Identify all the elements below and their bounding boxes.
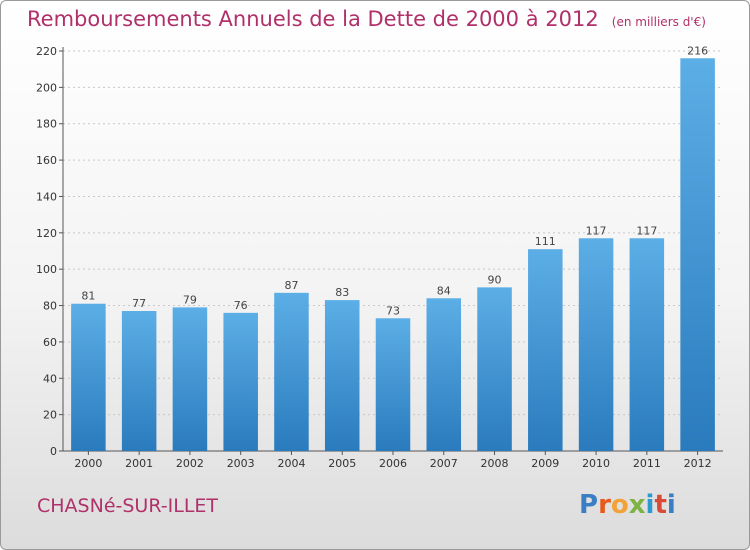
y-tick-label: 40 [43, 372, 57, 385]
logo-letter: i [645, 490, 655, 520]
data-label: 87 [284, 279, 298, 292]
x-tick-label: 2001 [125, 457, 153, 470]
x-tick-label: 2004 [277, 457, 305, 470]
title-main: Remboursements Annuels de la Dette de 20… [27, 7, 599, 31]
y-tick-label: 200 [36, 81, 57, 94]
logo-letter: o [610, 490, 629, 520]
data-label: 76 [234, 299, 248, 312]
x-tick-label: 2009 [531, 457, 559, 470]
x-tick-label: 2003 [227, 457, 255, 470]
data-label: 117 [586, 224, 607, 237]
y-tick-label: 60 [43, 336, 57, 349]
proxiti-logo: Proxiti [579, 490, 676, 520]
bar [528, 249, 563, 451]
logo-letter: r [598, 490, 611, 520]
bar [121, 311, 157, 451]
bar [426, 298, 462, 451]
data-label: 77 [132, 297, 146, 310]
y-tick-label: 180 [36, 118, 57, 131]
bar [375, 318, 411, 451]
x-tick-label: 2011 [633, 457, 661, 470]
bar [680, 58, 715, 451]
x-tick-label: 2012 [684, 457, 712, 470]
data-label: 117 [636, 224, 657, 237]
logo-letter: i [666, 490, 676, 520]
bar [324, 300, 360, 451]
y-tick-label: 120 [36, 227, 57, 240]
x-tick-label: 2010 [582, 457, 610, 470]
bar [274, 292, 309, 451]
labels: 0 20 40 60 80 100 120 140 160 180 200 220 81 2000 77 20… [36, 44, 712, 470]
bar [172, 307, 208, 451]
data-label: 79 [183, 293, 197, 306]
bar [71, 303, 106, 451]
data-label: 81 [81, 290, 95, 303]
bar [629, 238, 665, 451]
data-label: 73 [386, 304, 400, 317]
commune-name: CHASNé-SUR-ILLET [37, 495, 219, 517]
logo-letter: x [628, 490, 646, 520]
bar [578, 238, 614, 451]
data-label: 83 [335, 286, 349, 299]
y-tick-label: 160 [36, 154, 57, 167]
data-label: 84 [437, 284, 451, 297]
logo-letter: P [579, 490, 599, 520]
data-label: 216 [687, 44, 708, 57]
y-tick-label: 0 [50, 445, 57, 458]
x-tick-label: 2000 [74, 457, 102, 470]
data-label: 111 [535, 235, 556, 248]
y-tick-label: 220 [36, 45, 57, 58]
bar [477, 287, 512, 451]
y-tick-label: 20 [43, 409, 57, 422]
x-tick-label: 2006 [379, 457, 407, 470]
x-tick-label: 2007 [430, 457, 458, 470]
data-label: 90 [488, 273, 502, 286]
title-unit: (en milliers d'€) [611, 15, 706, 29]
y-tick-label: 140 [36, 190, 57, 203]
y-tick-label: 80 [43, 300, 57, 313]
chart-title: Remboursements Annuels de la Dette de 20… [27, 7, 706, 31]
y-tick-label: 100 [36, 263, 57, 276]
logo-letter: t [654, 490, 667, 520]
x-tick-label: 2008 [481, 457, 509, 470]
x-tick-label: 2005 [328, 457, 356, 470]
bars [71, 58, 715, 451]
x-tick-label: 2002 [176, 457, 204, 470]
bar [223, 312, 258, 451]
